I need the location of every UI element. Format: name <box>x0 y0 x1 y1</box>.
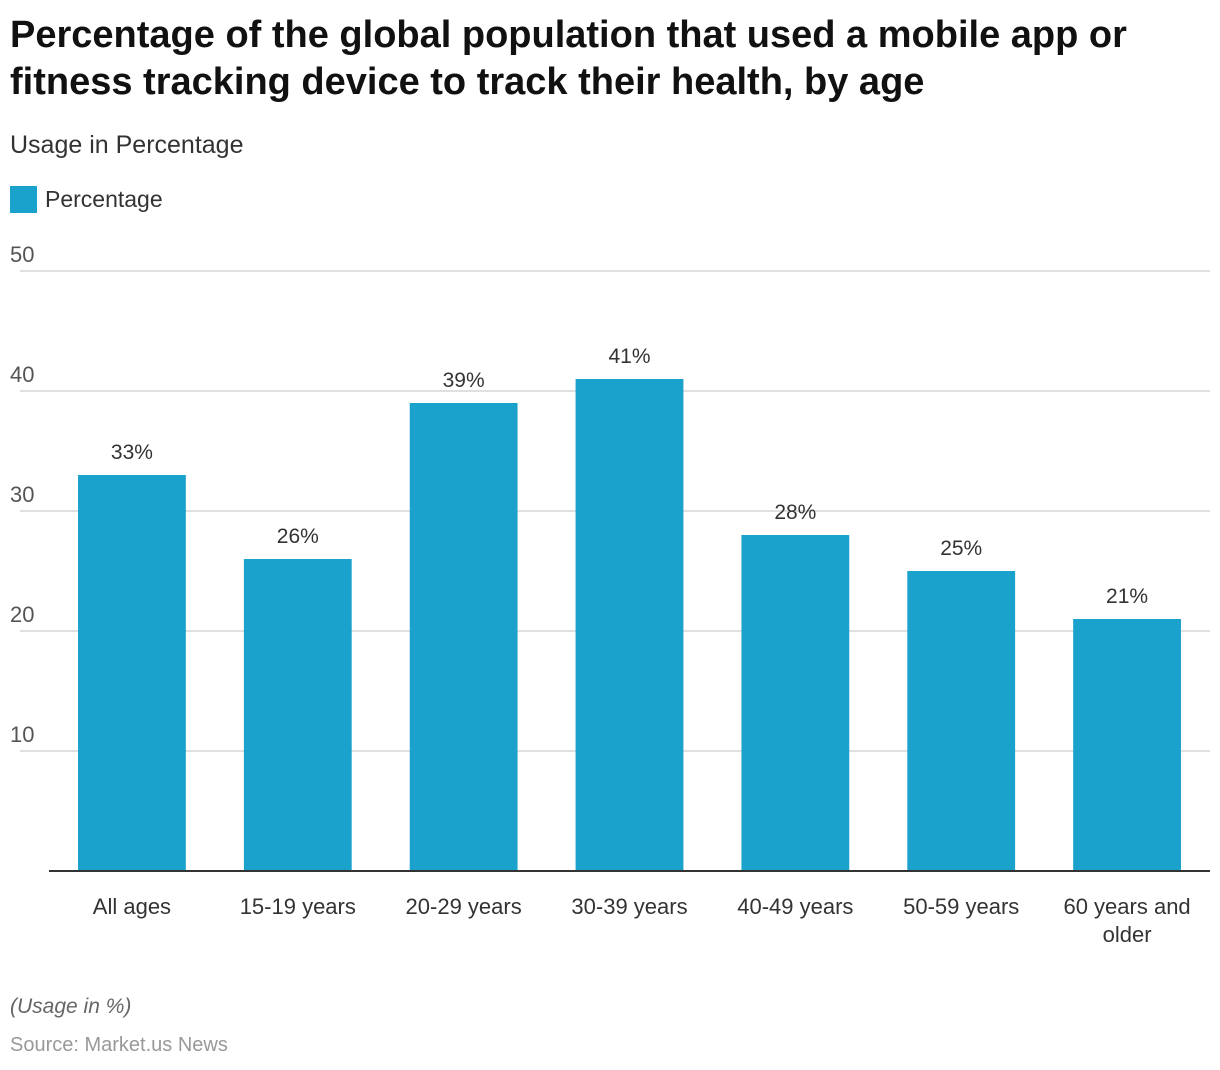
bar <box>907 571 1016 871</box>
y-tick-label: 10 <box>10 722 34 747</box>
data-label: 25% <box>940 537 982 560</box>
legend: Percentage <box>10 186 163 213</box>
y-tick-label: 50 <box>10 242 34 267</box>
chart-subtitle: Usage in Percentage <box>10 131 244 159</box>
bar <box>78 475 186 871</box>
x-tick-label: 50-59 years <box>903 894 1019 919</box>
x-tick-label: 40-49 years <box>737 894 853 919</box>
data-label: 21% <box>1106 585 1148 608</box>
x-tick-label: 15-19 years <box>240 894 356 919</box>
data-label: 33% <box>111 441 153 464</box>
data-label: 39% <box>443 369 485 392</box>
data-label: 41% <box>608 345 650 368</box>
y-tick-label: 40 <box>10 362 34 387</box>
bar <box>1073 619 1181 871</box>
data-label: 26% <box>277 525 319 548</box>
chart-title: Percentage of the global population that… <box>10 14 1127 103</box>
y-tick-label: 30 <box>10 482 34 507</box>
x-tick-label: 20-29 years <box>406 894 522 919</box>
chart-note: (Usage in %) <box>10 995 132 1018</box>
bar <box>409 403 518 871</box>
x-tick-label: older <box>1103 922 1152 947</box>
chart-source: Source: Market.us News <box>10 1034 228 1056</box>
x-tick-label: 60 years and <box>1063 894 1190 919</box>
legend-label: Percentage <box>45 186 163 212</box>
bar <box>243 559 352 871</box>
bar <box>741 535 850 871</box>
x-tick-label: 30-39 years <box>571 894 687 919</box>
bar <box>575 379 684 871</box>
data-label: 28% <box>774 501 816 524</box>
y-tick-label: 20 <box>10 602 34 627</box>
bar-chart: 10 20 30 40 50 33% All ages 26% 15-19 years 39% 20… <box>10 242 1210 947</box>
x-tick-label: All ages <box>93 894 171 919</box>
legend-swatch <box>10 186 37 213</box>
